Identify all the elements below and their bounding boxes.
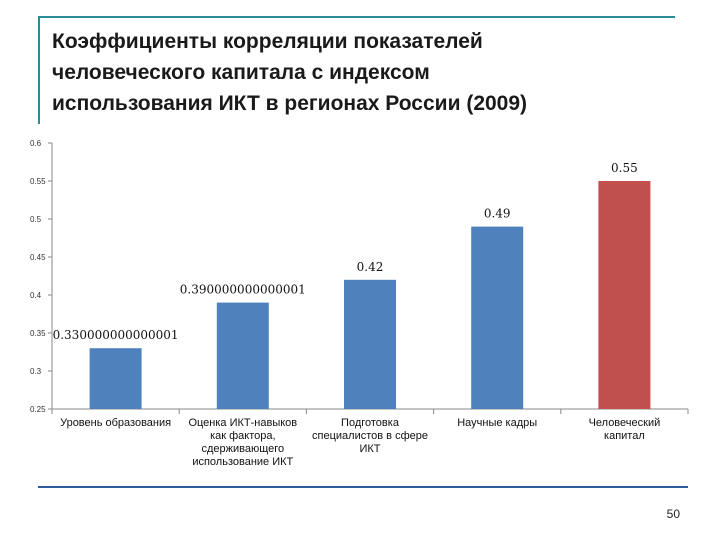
data-label: 0.390000000000001 [180, 283, 306, 297]
bottom-accent-rule [38, 486, 688, 488]
category-label: Подготовка [341, 417, 400, 429]
y-tick-label: 0.6 [30, 139, 42, 148]
left-accent-rule [38, 16, 40, 124]
category-label: Научные кадры [457, 417, 537, 429]
bar [216, 302, 269, 409]
category-label: Оценка ИКТ-навыков [188, 417, 297, 429]
data-label: 0.55 [611, 161, 638, 175]
bar [89, 348, 142, 409]
bar [471, 226, 524, 409]
data-label: 0.330000000000001 [53, 328, 179, 342]
y-tick-label: 0.45 [30, 253, 46, 262]
category-label: использование ИКТ [192, 456, 293, 468]
y-tick-label: 0.3 [30, 367, 42, 376]
category-label: капитал [604, 430, 645, 442]
category-label: ИКТ [359, 443, 380, 455]
data-label: 0.49 [484, 207, 511, 221]
category-label: специалистов в сфере [312, 430, 428, 442]
y-tick-label: 0.25 [30, 405, 46, 414]
bar [344, 279, 396, 409]
data-label: 0.42 [357, 260, 384, 274]
y-tick-label: 0.4 [30, 291, 42, 300]
category-label: Человеческий [589, 417, 661, 429]
bar [598, 181, 651, 409]
y-tick-label: 0.55 [30, 177, 46, 186]
y-tick-label: 0.35 [30, 329, 46, 338]
slide-title: Коэффициенты корреляции показателей чело… [52, 30, 528, 115]
top-accent-rule [38, 16, 675, 18]
y-tick-label: 0.5 [30, 215, 42, 224]
page-number: 50 [666, 507, 680, 521]
category-label: Уровень образования [60, 417, 171, 429]
category-label: сдерживающего [201, 443, 284, 455]
category-label: как фактора, [210, 430, 275, 442]
